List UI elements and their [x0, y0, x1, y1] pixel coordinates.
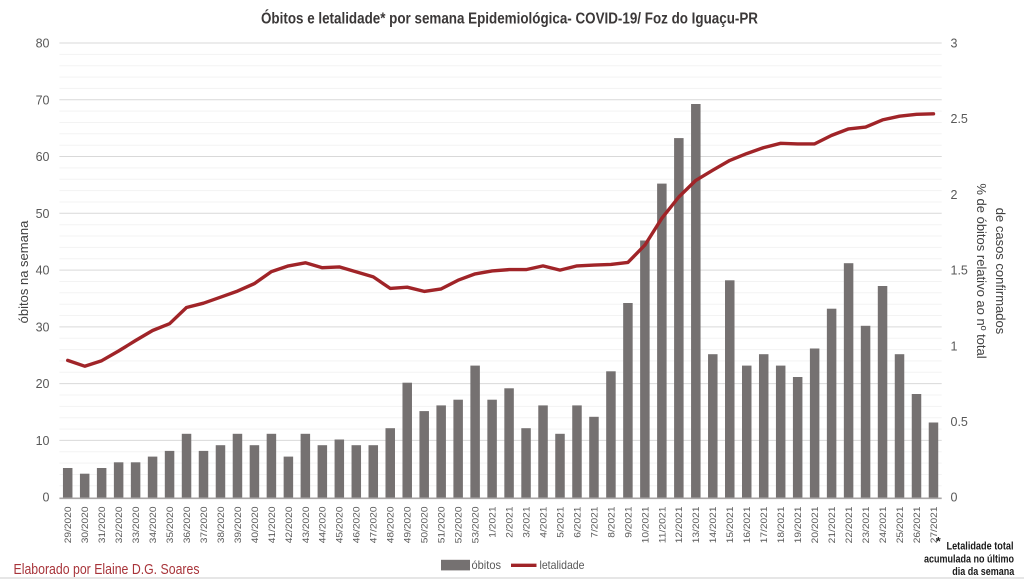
svg-text:50/2020: 50/2020 [420, 507, 431, 544]
svg-text:17/2021: 17/2021 [759, 507, 770, 544]
svg-text:2/2021: 2/2021 [505, 507, 516, 538]
svg-text:20: 20 [36, 377, 50, 391]
svg-text:15/2021: 15/2021 [725, 507, 736, 544]
svg-text:32/2020: 32/2020 [114, 507, 125, 544]
svg-text:3: 3 [951, 37, 958, 51]
svg-text:29/2020: 29/2020 [63, 507, 74, 544]
svg-text:8/2021: 8/2021 [606, 507, 617, 538]
svg-text:Óbitos e letalidade* por sema: Óbitos e letalidade* por semana Epidemio… [261, 10, 758, 28]
svg-text:38/2020: 38/2020 [216, 507, 227, 544]
svg-text:80: 80 [36, 37, 50, 51]
svg-text:21/2021: 21/2021 [827, 507, 838, 544]
svg-text:óbitos na semana: óbitos na semana [16, 220, 31, 323]
svg-text:6/2021: 6/2021 [572, 507, 583, 538]
svg-text:18/2021: 18/2021 [776, 507, 787, 544]
svg-text:1.5: 1.5 [951, 264, 968, 278]
svg-text:50: 50 [36, 207, 50, 221]
svg-text:2.5: 2.5 [951, 112, 968, 126]
svg-text:20/2021: 20/2021 [810, 507, 821, 544]
svg-text:13/2021: 13/2021 [691, 507, 702, 544]
svg-text:25/2021: 25/2021 [895, 507, 906, 544]
svg-text:letalidade: letalidade [540, 558, 585, 572]
svg-text:16/2021: 16/2021 [742, 507, 753, 544]
svg-text:14/2021: 14/2021 [708, 507, 719, 544]
svg-text:53/2020: 53/2020 [471, 507, 482, 544]
svg-text:% de óbitos relativo ao nº tot: % de óbitos relativo ao nº total [974, 183, 989, 358]
svg-text:2: 2 [951, 188, 958, 202]
svg-text:4/2021: 4/2021 [538, 507, 549, 538]
svg-text:36/2020: 36/2020 [182, 507, 193, 544]
svg-text:dia da semana: dia da semana [952, 566, 1015, 578]
svg-text:49/2020: 49/2020 [403, 507, 414, 544]
svg-text:47/2020: 47/2020 [369, 507, 380, 544]
svg-text:22/2021: 22/2021 [844, 507, 855, 544]
svg-text:1: 1 [951, 339, 958, 353]
svg-text:7/2021: 7/2021 [589, 507, 600, 538]
svg-text:Elaborado por Elaine D.G. Soar: Elaborado por Elaine D.G. Soares [14, 561, 200, 578]
svg-text:43/2020: 43/2020 [301, 507, 312, 544]
svg-text:41/2020: 41/2020 [267, 507, 278, 544]
svg-text:48/2020: 48/2020 [386, 507, 397, 544]
svg-text:35/2020: 35/2020 [165, 507, 176, 544]
svg-text:10/2021: 10/2021 [640, 507, 651, 544]
svg-text:24/2021: 24/2021 [878, 507, 889, 544]
svg-text:40/2020: 40/2020 [250, 507, 261, 544]
svg-text:acumulada no último: acumulada no último [924, 554, 1014, 566]
svg-text:26/2021: 26/2021 [912, 507, 923, 544]
svg-text:46/2020: 46/2020 [352, 507, 363, 544]
svg-text:30/2020: 30/2020 [80, 507, 91, 544]
svg-text:0.5: 0.5 [951, 415, 968, 429]
svg-text:1/2021: 1/2021 [488, 507, 499, 538]
svg-text:0: 0 [951, 491, 958, 505]
svg-text:37/2020: 37/2020 [199, 507, 210, 544]
svg-text:39/2020: 39/2020 [233, 507, 244, 544]
svg-text:27/2021: 27/2021 [929, 507, 940, 544]
svg-text:42/2020: 42/2020 [284, 507, 295, 544]
svg-text:60: 60 [36, 150, 50, 164]
svg-text:70: 70 [36, 93, 50, 107]
svg-text:52/2020: 52/2020 [454, 507, 465, 544]
svg-text:3/2021: 3/2021 [522, 507, 533, 538]
svg-text:45/2020: 45/2020 [335, 507, 346, 544]
svg-text:31/2020: 31/2020 [97, 507, 108, 544]
svg-text:23/2021: 23/2021 [861, 507, 872, 544]
svg-text:Letalidade total: Letalidade total [947, 541, 1014, 553]
svg-text:de casos confirmados: de casos confirmados [993, 208, 1008, 335]
svg-text:30: 30 [36, 320, 50, 334]
svg-text:0: 0 [43, 491, 50, 505]
svg-text:9/2021: 9/2021 [623, 507, 634, 538]
svg-text:34/2020: 34/2020 [148, 507, 159, 544]
svg-text:10: 10 [36, 434, 50, 448]
svg-text:12/2021: 12/2021 [674, 507, 685, 544]
svg-text:11/2021: 11/2021 [657, 507, 668, 544]
svg-text:44/2020: 44/2020 [318, 507, 329, 544]
svg-text:*: * [936, 535, 941, 549]
svg-text:51/2020: 51/2020 [437, 507, 448, 544]
svg-text:óbitos: óbitos [472, 558, 502, 572]
svg-text:33/2020: 33/2020 [131, 507, 142, 544]
svg-text:40: 40 [36, 264, 50, 278]
svg-text:5/2021: 5/2021 [555, 507, 566, 538]
svg-text:19/2021: 19/2021 [793, 507, 804, 544]
